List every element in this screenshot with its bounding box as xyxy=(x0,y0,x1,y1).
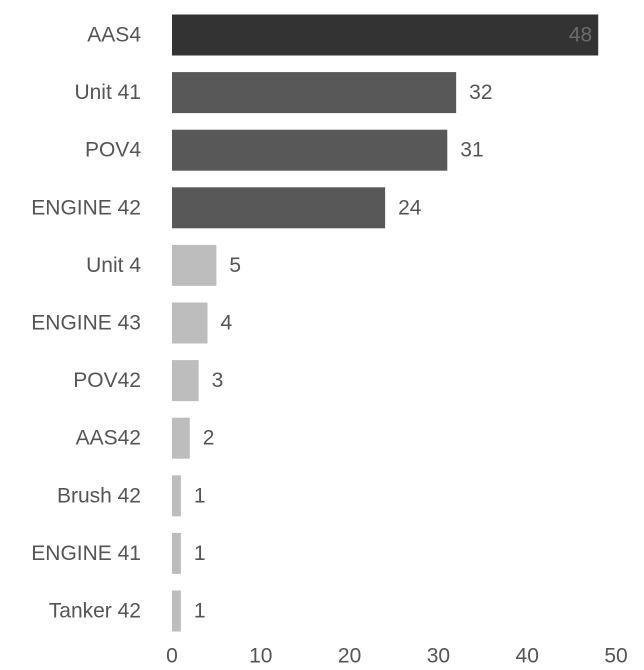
value-label-unit-4: 5 xyxy=(229,254,241,277)
category-label-unit-41: Unit 41 xyxy=(74,81,141,104)
x-tick-label-20: 20 xyxy=(338,645,361,668)
value-label-unit-41: 32 xyxy=(469,81,492,104)
x-tick-label-50: 50 xyxy=(604,645,627,668)
category-label-pov42: POV42 xyxy=(73,369,141,392)
value-label-aas42: 2 xyxy=(203,427,215,450)
bar-pov4 xyxy=(172,129,448,171)
bar-unit-4 xyxy=(172,244,217,286)
category-label-unit-4: Unit 4 xyxy=(86,254,141,277)
category-label-aas4: AAS4 xyxy=(87,24,141,47)
category-label-brush-42: Brush 42 xyxy=(57,484,141,507)
bar-tanker-42 xyxy=(172,590,181,632)
category-labels-group: AAS4 Unit 41 POV4 ENGINE 42 Unit 4 ENGINE 43 P… xyxy=(31,24,141,623)
value-label-brush-42: 1 xyxy=(194,484,206,507)
bar-unit-41 xyxy=(172,72,457,114)
bar-engine-42 xyxy=(172,187,386,229)
value-label-engine-43: 4 xyxy=(221,312,233,335)
x-tick-label-30: 30 xyxy=(427,645,450,668)
bars-group xyxy=(172,14,599,632)
category-label-aas42: AAS42 xyxy=(76,427,141,450)
x-axis: 0 10 20 30 40 50 xyxy=(166,645,628,668)
x-tick-label-10: 10 xyxy=(249,645,272,668)
value-label-engine-42: 24 xyxy=(398,196,422,219)
value-label-pov4: 31 xyxy=(460,139,483,162)
category-label-engine-41: ENGINE 41 xyxy=(31,542,141,565)
bar-aas4 xyxy=(172,14,599,56)
bar-engine-43 xyxy=(172,302,208,344)
value-label-engine-41: 1 xyxy=(194,542,206,565)
value-label-aas4: 48 xyxy=(569,24,592,47)
x-tick-label-40: 40 xyxy=(516,645,539,668)
bar-pov42 xyxy=(172,360,199,402)
category-label-pov4: POV4 xyxy=(85,139,141,162)
value-label-tanker-42: 1 xyxy=(194,600,206,623)
bar-engine-41 xyxy=(172,532,181,574)
category-label-engine-43: ENGINE 43 xyxy=(31,312,141,335)
bar-brush-42 xyxy=(172,475,181,517)
category-label-engine-42: ENGINE 42 xyxy=(31,196,141,219)
x-tick-label-0: 0 xyxy=(166,645,178,668)
category-label-tanker-42: Tanker 42 xyxy=(49,600,141,623)
bar-aas42 xyxy=(172,417,190,459)
value-label-pov42: 3 xyxy=(212,369,224,392)
